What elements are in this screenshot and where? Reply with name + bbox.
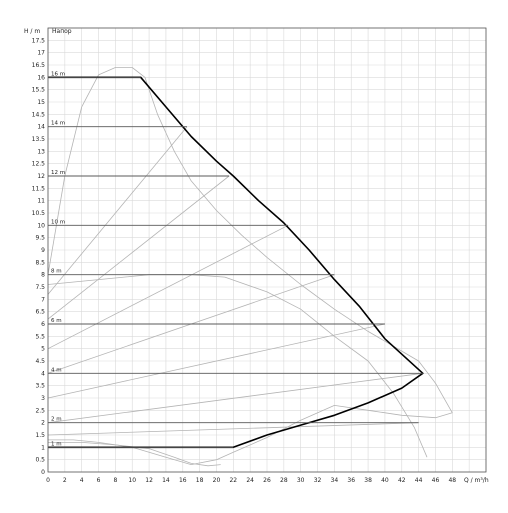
x-tick-label: 24 (246, 477, 254, 484)
y-tick-label: 9.5 (35, 235, 45, 242)
y-tick-label: 16.5 (32, 62, 46, 69)
y-tick-label: 5.5 (35, 333, 45, 340)
x-tick-label: 38 (364, 477, 372, 484)
grid (47, 27, 487, 473)
y-tick-label: 1 (41, 444, 45, 451)
x-tick-label: 28 (280, 477, 288, 484)
x-tick-label: 12 (145, 477, 153, 484)
x-tick-label: 18 (196, 477, 204, 484)
y-tick-label: 8 (41, 272, 45, 279)
x-tick-label: 32 (314, 477, 322, 484)
y-tick-label: 10 (37, 222, 45, 229)
y-tick-label: 0.5 (35, 457, 45, 464)
setpoint-label: 4 m (51, 367, 62, 373)
x-axis-label: Q / m³/h (464, 477, 489, 484)
x-tick-label: 0 (46, 477, 50, 484)
proportional-line (47, 224, 289, 350)
x-tick-label: 36 (347, 477, 355, 484)
x-tick-label: 42 (398, 477, 406, 484)
x-tick-label: 4 (80, 477, 84, 484)
setpoint-label: 16 m (51, 71, 65, 77)
x-tick-label: 46 (432, 477, 440, 484)
x-tick-label: 16 (179, 477, 187, 484)
proportional-line (47, 372, 423, 424)
x-tick-label: 40 (381, 477, 389, 484)
x-tick-label: 2 (63, 477, 67, 484)
x-tick-label: 10 (128, 477, 136, 484)
y-tick-label: 17 (37, 50, 45, 57)
x-tick-label: 30 (297, 477, 305, 484)
curves (47, 67, 453, 467)
y-tick-label: 7.5 (35, 284, 45, 291)
axis-ticks: 0 2 4 6 8 10 12 14 16 18 20 22 24 26 28 30 32 34 36 38 40 42 4… (32, 37, 457, 484)
y-tick-label: 5 (41, 346, 45, 353)
y-tick-label: 2 (41, 420, 45, 427)
y-tick-label: 17.5 (32, 37, 46, 44)
x-tick-label: 44 (415, 477, 423, 484)
y-tick-label: 6 (41, 321, 45, 328)
y-tick-label: 9 (41, 247, 45, 254)
efficiency-envelope (47, 67, 453, 466)
y-tick-label: 3 (41, 395, 45, 402)
y-tick-label: 14 (37, 124, 45, 131)
x-tick-label: 48 (448, 477, 456, 484)
x-tick-label: 8 (113, 477, 117, 484)
y-tick-label: 1.5 (35, 432, 45, 439)
efficiency-hump (47, 274, 428, 458)
x-tick-label: 6 (97, 477, 101, 484)
y-tick-label: 16 (37, 74, 45, 81)
x-tick-label: 14 (162, 477, 170, 484)
y-axis-label-extra: Напор (52, 28, 72, 35)
x-tick-label: 22 (229, 477, 237, 484)
y-tick-label: 13 (37, 148, 45, 155)
x-tick-label: 26 (263, 477, 271, 484)
lower-hump (48, 441, 221, 467)
y-tick-label: 8.5 (35, 259, 45, 266)
y-tick-label: 2.5 (35, 407, 45, 414)
y-tick-label: 3.5 (35, 383, 45, 390)
proportional-line (47, 126, 188, 295)
y-tick-label: 10.5 (32, 210, 46, 217)
x-tick-label: 20 (213, 477, 221, 484)
y-tick-label: 13.5 (32, 136, 46, 143)
setpoint-label: 14 m (51, 121, 65, 127)
y-tick-label: 7 (41, 296, 45, 303)
proportional-line (47, 323, 385, 399)
y-tick-label: 12.5 (32, 161, 46, 168)
setpoint-label: 2 m (51, 417, 62, 423)
y-tick-label: 11 (37, 198, 45, 205)
y-tick-label: 14.5 (32, 111, 46, 118)
max-curve (48, 76, 424, 449)
y-tick-label: 4.5 (35, 358, 45, 365)
y-tick-label: 15 (37, 99, 45, 106)
y-tick-label: 0 (41, 469, 45, 476)
y-axis-label: H / m (24, 28, 40, 35)
setpoint-label: 8 m (51, 269, 62, 275)
x-tick-label: 34 (331, 477, 339, 484)
plot-frame (47, 27, 487, 473)
y-tick-label: 4 (41, 370, 45, 377)
y-tick-label: 12 (37, 173, 45, 180)
proportional-line (47, 422, 419, 436)
setpoint-label: 1 m (51, 441, 62, 447)
y-tick-label: 15.5 (32, 87, 46, 94)
setpoint-label: 12 m (51, 170, 65, 176)
setpoint-label: 10 m (51, 219, 65, 225)
setpoint-lines: 16 m 14 m 12 m 10 m 8 m 6 m 4 m 2 m 1 m (48, 71, 423, 448)
setpoint-label: 6 m (51, 318, 62, 324)
proportional-line (47, 175, 230, 320)
y-tick-label: 11.5 (32, 185, 46, 192)
y-tick-label: 6.5 (35, 309, 45, 316)
